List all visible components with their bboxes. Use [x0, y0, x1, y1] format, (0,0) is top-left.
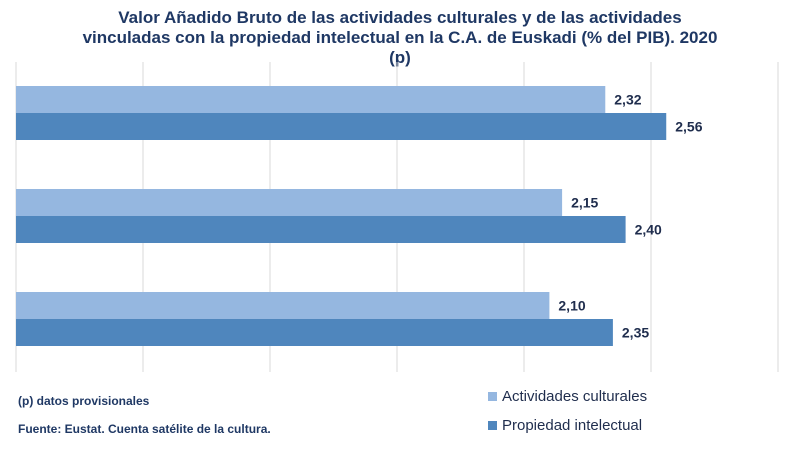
- bar-series-0-group-0: [16, 86, 606, 113]
- source-note: Fuente: Eustat. Cuenta satélite de la cu…: [18, 422, 271, 436]
- legend-swatch-propiedad-intelectual: [488, 420, 497, 430]
- data-label-series-0-group-1: 2,15: [571, 195, 598, 211]
- chart-title-line-1: Valor Añadido Bruto de las actividades c…: [118, 8, 682, 27]
- bar-series-1-group-0: [16, 113, 667, 140]
- bar-series-1-group-1: [16, 216, 626, 243]
- legend-label-actividades-culturales: Actividades culturales: [502, 387, 648, 405]
- data-label-series-0-group-2: 2,10: [558, 298, 585, 314]
- footnote-provisional: (p) datos provisionales: [18, 394, 150, 408]
- legend-label-propiedad-intelectual: Propiedad intelectual: [502, 416, 643, 434]
- data-label-series-0-group-0: 2,32: [614, 92, 641, 108]
- bars: [16, 86, 667, 346]
- data-labels: 2,32 2,15 2,10 2,56 2,40 2,35: [558, 92, 702, 341]
- bar-series-0-group-1: [16, 189, 563, 216]
- bar-series-1-group-2: [16, 319, 613, 346]
- data-label-series-1-group-1: 2,40: [635, 222, 662, 238]
- data-label-series-1-group-0: 2,56: [675, 119, 702, 135]
- legend-item-actividades-culturales: Actividades culturales: [488, 386, 647, 406]
- chart-title: Valor Añadido Bruto de las actividades c…: [0, 8, 800, 68]
- data-label-series-1-group-2: 2,35: [622, 325, 649, 341]
- chart-title-line-3: (p): [389, 48, 411, 67]
- legend-swatch-actividades-culturales: [488, 391, 497, 401]
- legend: Actividades culturales Propiedad intelec…: [488, 386, 647, 444]
- bar-series-0-group-2: [16, 292, 550, 319]
- legend-item-propiedad-intelectual: Propiedad intelectual: [488, 415, 647, 435]
- chart-title-line-2: vinculadas con la propiedad intelectual …: [82, 28, 718, 47]
